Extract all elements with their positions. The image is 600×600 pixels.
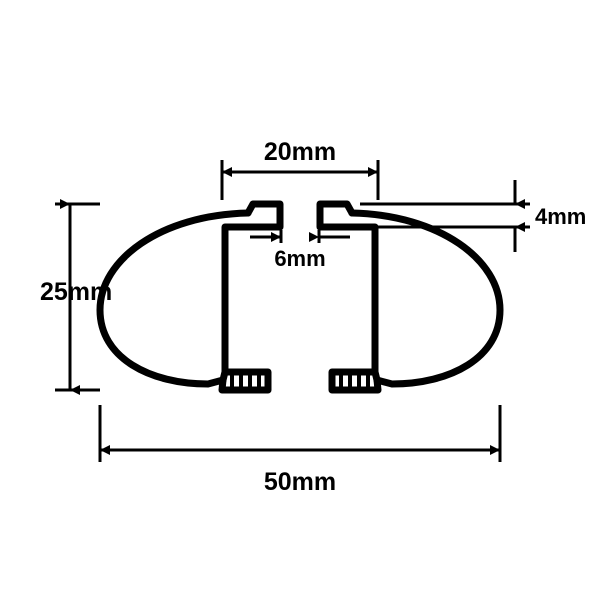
cross-section-diagram: 50mm 25mm 20mm 6mm 4mm — [0, 0, 600, 600]
label-lip-depth: 4mm — [535, 204, 586, 229]
dimensions — [55, 160, 530, 462]
dim-slot-inner — [250, 230, 350, 243]
label-slot-outer: 20mm — [264, 138, 336, 166]
label-width-overall: 50mm — [264, 468, 336, 496]
dim-width-overall — [100, 405, 500, 462]
foot-ribs — [232, 374, 368, 388]
label-height-overall: 25mm — [40, 278, 112, 306]
profile-outline — [100, 204, 500, 390]
label-slot-inner: 6mm — [274, 246, 325, 271]
dim-slot-outer — [222, 160, 378, 200]
dimension-labels: 50mm 25mm 20mm 6mm 4mm — [40, 138, 586, 496]
